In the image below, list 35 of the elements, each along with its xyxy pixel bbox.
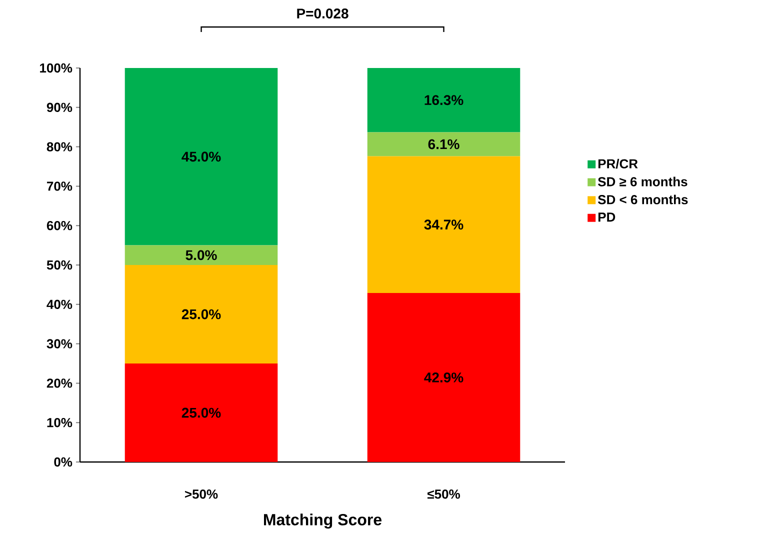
data-label: 16.3% [424, 95, 464, 106]
bar [367, 156, 520, 293]
y-tick-label: 90% [46, 102, 72, 112]
bar [124, 364, 278, 462]
data-label: 34.7% [424, 220, 464, 230]
bar [367, 68, 520, 132]
y-tick-label: 50% [46, 260, 72, 270]
legend-label: PR/CR [598, 158, 638, 169]
x-axis-title: Matching Score [264, 514, 382, 529]
legend-label: PD [598, 212, 616, 222]
bar [124, 245, 278, 265]
y-tick-label: 100% [40, 63, 72, 73]
bar [124, 265, 278, 364]
data-label: 42.9% [424, 372, 464, 382]
y-tick-label: 80% [46, 142, 72, 152]
x-tick-label: ≤50% [427, 490, 460, 499]
bar [367, 292, 520, 462]
text: P=0.028 [297, 8, 348, 18]
data-label: 25.0% [182, 309, 221, 320]
y-tick-label: 60% [46, 220, 72, 230]
data-label: 5.0% [186, 250, 217, 260]
y-tick-label: 40% [46, 300, 72, 309]
y-tick-label: 0% [54, 457, 72, 467]
y-tick-label: 20% [46, 378, 72, 388]
legend-label: SD ≥ 6 months [598, 176, 688, 186]
data-label: 6.1% [428, 139, 460, 150]
legend-label: SD < 6 months [598, 194, 688, 204]
bar [124, 68, 278, 246]
y-tick-label: 30% [46, 339, 72, 348]
data-label: 45.0% [182, 152, 221, 162]
data-label: 25.0% [182, 408, 221, 418]
y-tick-label: 70% [47, 182, 72, 191]
bar [367, 132, 520, 156]
y-tick-label: 10% [47, 418, 72, 428]
x-tick-label: >50% [184, 490, 218, 499]
